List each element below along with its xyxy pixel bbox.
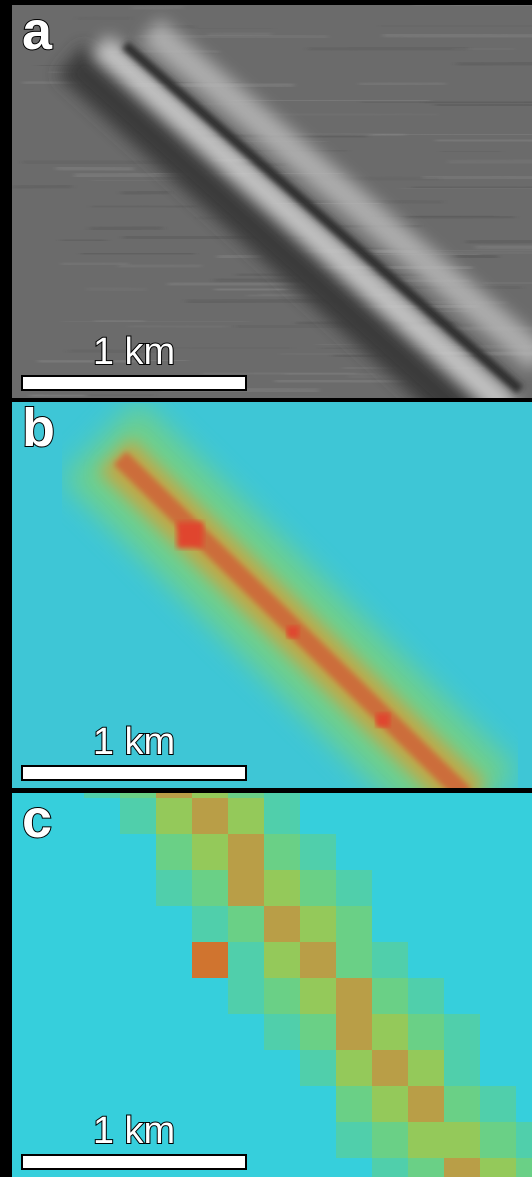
panel-a-image — [12, 3, 532, 420]
page: a1 kmb1 kmc1 km (() => { const data = JS… — [0, 0, 532, 1177]
pixel-cell — [372, 1158, 408, 1177]
figure: a 1 km b 1 km c 1 km — [0, 0, 532, 1177]
pixel-cell — [444, 1050, 480, 1086]
pixel-cell — [408, 978, 444, 1014]
pixel-cell — [444, 1014, 480, 1050]
scale-label: 1 km — [93, 1110, 175, 1152]
pixel-cell — [192, 798, 228, 834]
pixel-cell — [372, 1050, 408, 1086]
pixel-cell — [228, 798, 264, 834]
texture-streak — [275, 380, 409, 382]
pixel-cell — [408, 1014, 444, 1050]
pixel-cell — [192, 834, 228, 870]
scale-bar — [22, 1155, 246, 1169]
pixel-cell — [264, 834, 300, 870]
pixel-cell — [408, 1050, 444, 1086]
texture-streak — [359, 83, 446, 85]
pixel-cell — [300, 834, 336, 870]
pixel-cell — [264, 1014, 300, 1050]
panel-label: c — [22, 789, 52, 849]
scale-label: 1 km — [93, 721, 175, 763]
texture-streak — [91, 206, 196, 207]
pixel-cell — [480, 1158, 516, 1177]
panel-c-image — [12, 762, 532, 1177]
texture-streak — [412, 187, 532, 188]
texture-streak — [217, 256, 262, 258]
pixel-cell — [228, 978, 264, 1014]
pixel-cell — [120, 798, 156, 834]
hotspot — [192, 942, 228, 978]
pixel-cell — [300, 1050, 336, 1086]
pixel-cell — [336, 978, 372, 1014]
pixel-cell — [264, 906, 300, 942]
pixel-cell — [480, 1086, 516, 1122]
pixel-cell — [264, 942, 300, 978]
pixel-cell — [336, 942, 372, 978]
panel-b-image — [12, 402, 532, 810]
pixel-cell — [156, 834, 192, 870]
texture-streak — [424, 102, 532, 103]
scale-bar — [22, 766, 246, 780]
panel-label: b — [22, 398, 55, 458]
pixel-cell — [336, 906, 372, 942]
pixel-cell — [516, 1158, 532, 1177]
pixel-cell — [516, 1122, 532, 1158]
pixel-cell — [444, 1158, 480, 1177]
scale-bar — [22, 376, 246, 390]
scale-label: 1 km — [93, 331, 175, 373]
pixel-cell — [264, 978, 300, 1014]
pixel-cell — [300, 1014, 336, 1050]
pixel-cell — [372, 1014, 408, 1050]
texture-streak — [436, 140, 532, 141]
pixel-cell — [372, 942, 408, 978]
texture-streak — [94, 320, 144, 321]
pixel-cell — [336, 1014, 372, 1050]
texture-streak — [60, 240, 107, 241]
pixel-cell — [228, 942, 264, 978]
pixel-cell — [372, 1086, 408, 1122]
texture-streak — [285, 374, 376, 375]
hotspot — [177, 522, 203, 548]
pixel-cell — [300, 906, 336, 942]
pixel-cell — [264, 798, 300, 834]
texture-streak — [81, 254, 194, 255]
pixel-cell — [372, 978, 408, 1014]
pixel-cell — [444, 1086, 480, 1122]
pixel-cell — [300, 978, 336, 1014]
texture-streak — [405, 216, 515, 218]
pixel-cell — [408, 1158, 444, 1177]
texture-streak — [30, 395, 87, 396]
pixel-cell — [336, 1050, 372, 1086]
hotspot — [287, 626, 299, 638]
pixel-cell — [300, 942, 336, 978]
pixel-cell — [228, 834, 264, 870]
hotspot — [376, 713, 390, 727]
pixel-cell — [336, 1086, 372, 1122]
panel-label: a — [22, 1, 53, 61]
pixel-cell — [156, 798, 192, 834]
texture-streak — [435, 105, 532, 106]
pixel-cell — [408, 1086, 444, 1122]
